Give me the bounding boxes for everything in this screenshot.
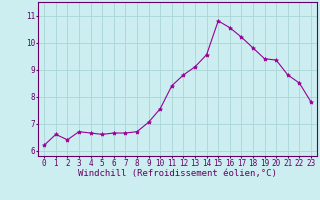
X-axis label: Windchill (Refroidissement éolien,°C): Windchill (Refroidissement éolien,°C) <box>78 169 277 178</box>
